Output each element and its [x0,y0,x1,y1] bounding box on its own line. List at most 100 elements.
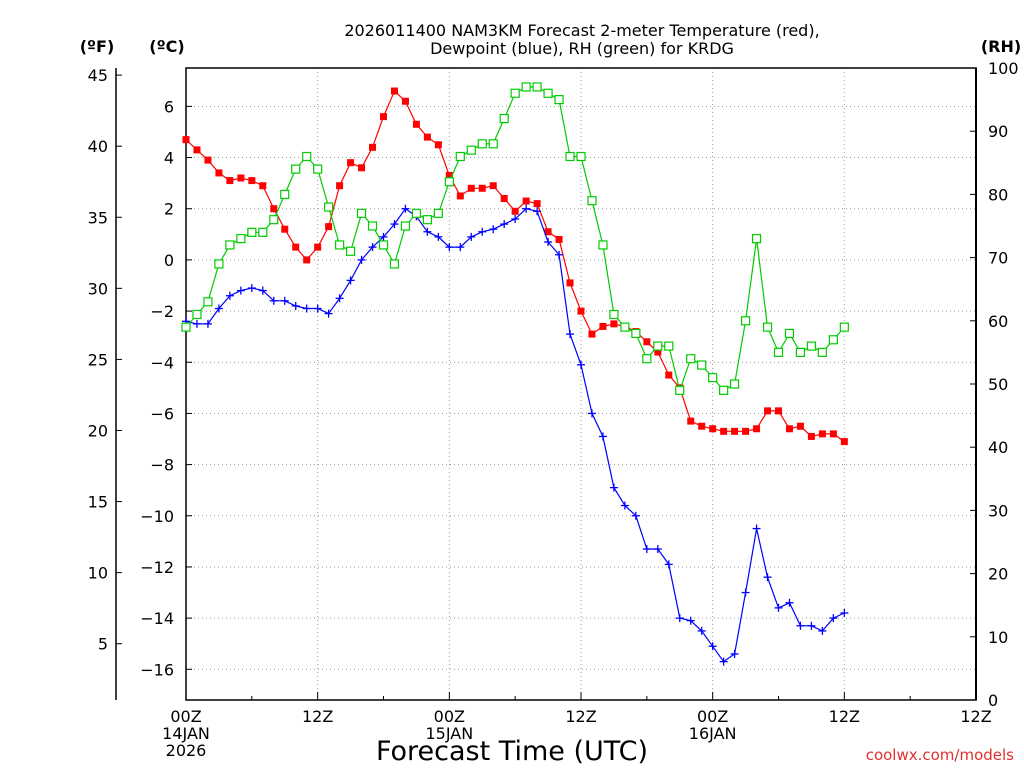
rh-point [620,322,630,332]
rh-point [839,322,849,332]
x-tick-label: 12Z [960,707,991,726]
celsius-tick-label: 4 [164,149,174,168]
temperature-point [303,256,311,264]
rh-point [335,240,345,250]
fahrenheit-tick-label: 25 [88,350,108,369]
temperature-point [720,427,728,435]
rh-point [664,341,674,351]
temperature-point [467,184,475,192]
temperature-point [380,113,387,121]
x-tick-label: 00Z [434,707,465,726]
temperature-point [489,182,497,190]
rh-point [324,202,334,212]
rh-tick-label: 60 [988,312,1008,331]
temperature-point [731,427,739,435]
rh-point [795,347,806,357]
temperature-point [566,279,574,287]
temperature-point [259,182,267,190]
rh-point [203,297,213,307]
rh-point [521,82,531,92]
temperature-point [401,97,409,105]
rh-axis-label: (RH) [981,37,1021,56]
temperature-point [390,87,398,95]
series-line-rh [185,86,845,393]
dewpoint-point [840,609,849,618]
celsius-tick-label: −16 [140,660,174,679]
temperature-point [412,120,420,128]
dewpoint-point [675,614,684,623]
chart-title-line2: Dewpoint (blue), RH (green) for KRDG [430,39,734,58]
rh-tick-label: 50 [988,375,1008,394]
rh-point [828,335,838,345]
dewpoint-point [511,214,520,223]
rh-point [291,164,301,174]
temperature-point [237,174,245,182]
temperature-point [742,427,750,435]
dewpoint-point [566,330,575,339]
rh-point [686,354,696,364]
rh-point [543,88,553,98]
rh-point [817,347,827,357]
dewpoint-point [368,243,377,252]
temperature-point [478,184,486,192]
temperature-point [775,407,782,415]
rh-point [784,328,795,339]
dewpoint-point [280,296,289,305]
celsius-tick-label: −6 [150,404,174,423]
fahrenheit-tick-label: 35 [88,208,108,227]
dewpoint-point [357,255,366,264]
rh-point [510,88,520,98]
temperature-point [292,243,300,251]
temperature-point [325,223,333,231]
fahrenheit-tick-label: 20 [88,421,108,440]
dewpoint-point [302,304,311,313]
dewpoint-point [533,207,542,216]
celsius-tick-label: −12 [140,558,174,577]
temperature-point [829,430,837,438]
temperature-point [226,177,234,185]
rh-tick-label: 70 [988,249,1008,268]
temperature-point [764,407,772,415]
series-layer [181,82,849,666]
temperature-point [753,425,761,433]
rh-point [433,208,443,218]
dewpoint-point [467,232,476,241]
temperature-point [248,177,256,185]
temperature-point [270,205,278,213]
rh-point [532,82,542,92]
dewpoint-point [313,304,322,313]
dewpoint-point [335,294,344,303]
temperature-point [314,243,322,251]
temperature-point [511,207,519,215]
celsius-tick-label: −8 [150,456,174,475]
temperature-point [445,171,453,179]
dewpoint-point [642,545,651,554]
dewpoint-point [544,237,553,246]
rh-point [466,145,476,155]
dewpoint-point [829,614,838,623]
x-tick-label: 00Z [697,707,728,726]
temperature-point [665,371,673,379]
temperature-point [369,143,377,151]
axes-layer: 454035302520151056420−2−4−6−8−10−12−14−1… [88,59,1019,760]
rh-point [773,347,784,357]
dewpoint-point [225,291,234,300]
temperature-point [533,200,541,208]
x-tick-label: 12Z [565,707,596,726]
celsius-tick-label: 2 [164,200,174,219]
rh-point [762,322,773,332]
rh-point [631,328,641,339]
temperature-point [796,422,804,430]
temperature-point [588,330,596,338]
rh-point [389,259,400,269]
dewpoint-point [379,232,388,241]
dewpoint-point [401,204,410,213]
rh-point [214,259,224,269]
dewpoint-point [258,286,267,295]
dewpoint-point [587,409,596,418]
celsius-tick-label: −4 [150,353,174,372]
temperature-point [522,197,530,205]
dewpoint-point [423,227,432,236]
x-tick-label: 16JAN [689,724,737,743]
temperature-point [785,425,793,433]
